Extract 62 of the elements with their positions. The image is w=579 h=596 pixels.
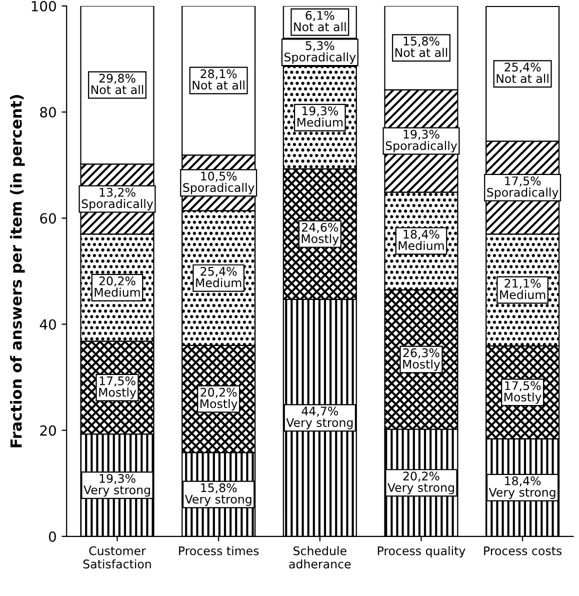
data-label: 19,3% — [100, 474, 136, 484]
y-tick-label: 20 — [40, 425, 56, 436]
data-label: 17,5% — [505, 176, 541, 187]
text: Not at all — [192, 80, 244, 90]
text: Medium — [398, 240, 444, 250]
text: Not at all — [496, 74, 548, 83]
text: Mostly — [99, 388, 136, 400]
text: Mostly — [200, 399, 238, 410]
data-label: 13,2% — [100, 188, 136, 198]
y-tick-label: 100 — [32, 0, 56, 12]
data-label: 15,8% — [201, 483, 237, 494]
series-label: Mostly — [403, 360, 440, 371]
text: Sporadically — [284, 52, 356, 64]
text: Very strong — [388, 483, 454, 494]
y-tick-label: 40 — [40, 319, 56, 330]
data-label: 20,2% — [200, 388, 237, 398]
data-label: 25,4% — [200, 266, 237, 277]
data-label: 10,5% — [201, 172, 237, 182]
data-label: 20,2% — [403, 472, 440, 482]
text: Medium — [297, 118, 342, 127]
text: Medium — [196, 278, 242, 288]
x-tick-label: Schedule adherance — [289, 546, 351, 568]
text: Very strong — [184, 494, 252, 506]
x-tick-label: Process times — [179, 546, 259, 556]
text: Mostly — [302, 234, 339, 246]
text: Very strong — [488, 488, 556, 500]
data-label: 6,1% — [306, 10, 334, 22]
text: Medium — [500, 290, 546, 300]
y-axis-title: Fraction of answers per item (in percent) — [10, 95, 25, 448]
text: Sporadically — [82, 199, 154, 210]
data-label: 24,6% — [302, 222, 338, 233]
data-label: 29,8% — [99, 74, 136, 84]
y-tick-label: 80 — [40, 107, 56, 118]
data-label: 44,7% — [302, 406, 338, 417]
text: Sporadically — [487, 188, 558, 200]
series-label: Very strong — [286, 418, 353, 430]
data-label: 20,2% — [99, 276, 136, 287]
data-label: 15,8% — [404, 36, 440, 47]
data-label: 17,5% — [505, 381, 541, 392]
data-label: 17,5% — [100, 376, 136, 387]
data-label: 25,4% — [504, 62, 541, 73]
x-tick-label: Process quality — [378, 546, 466, 558]
series-label: Sporadically — [386, 140, 458, 152]
text: Not at all — [395, 48, 448, 58]
text: Sporadically — [183, 182, 254, 194]
data-label: 26,3% — [403, 348, 440, 358]
x-tick-label: Customer Satisfaction — [83, 546, 151, 568]
data-label: 5,3% — [306, 41, 334, 52]
text: Very strong — [84, 486, 150, 497]
x-tick-label: Process costs — [484, 546, 562, 556]
text: Mostly — [504, 392, 542, 404]
y-tick-label: 60 — [40, 213, 56, 224]
text: Not at all — [91, 84, 144, 94]
data-label: 21,1% — [504, 278, 541, 289]
data-label: 19,3% — [404, 130, 440, 140]
y-tick-label: 0 — [48, 531, 56, 542]
series-label: Not at all — [294, 22, 346, 32]
data-label: 28,1% — [200, 69, 237, 80]
data-label: 18,4% — [505, 476, 541, 487]
data-label: 19,3% — [302, 106, 338, 117]
series-label: Medium — [94, 288, 140, 297]
data-label: 18,4% — [404, 230, 440, 240]
